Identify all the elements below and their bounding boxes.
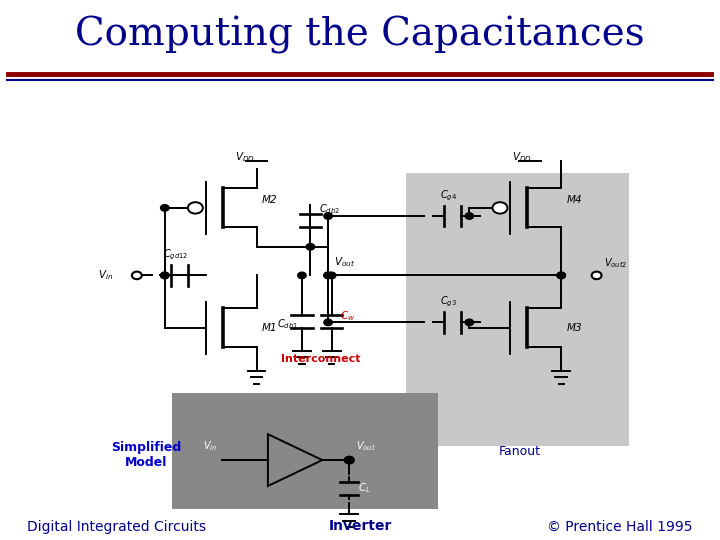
Circle shape bbox=[465, 319, 474, 326]
Text: $V_{out2}$: $V_{out2}$ bbox=[603, 256, 627, 271]
Text: M2: M2 bbox=[261, 195, 277, 205]
Bar bbox=[172, 393, 438, 509]
Text: Inverter: Inverter bbox=[328, 519, 392, 534]
Text: $C_{db2}$: $C_{db2}$ bbox=[319, 202, 340, 217]
Circle shape bbox=[557, 272, 565, 279]
Text: Simplified
Model: Simplified Model bbox=[111, 441, 181, 469]
Text: $V_{DD}$: $V_{DD}$ bbox=[235, 150, 256, 164]
Text: M3: M3 bbox=[566, 323, 582, 333]
Text: $C_L$: $C_L$ bbox=[359, 481, 372, 495]
Text: $V_{out}$: $V_{out}$ bbox=[334, 255, 355, 269]
Circle shape bbox=[306, 244, 315, 250]
Text: $V_{in}$: $V_{in}$ bbox=[202, 440, 217, 454]
Text: $C_{gd12}$: $C_{gd12}$ bbox=[163, 248, 189, 262]
Circle shape bbox=[297, 272, 306, 279]
Circle shape bbox=[324, 213, 333, 219]
Text: $C_{g3}$: $C_{g3}$ bbox=[440, 295, 457, 309]
Text: $C_w$: $C_w$ bbox=[340, 309, 356, 323]
Circle shape bbox=[492, 202, 508, 214]
Text: M1: M1 bbox=[261, 323, 277, 333]
Text: $V_{DD}$: $V_{DD}$ bbox=[513, 150, 532, 164]
Circle shape bbox=[557, 272, 565, 279]
Text: $C_{db1}$: $C_{db1}$ bbox=[277, 317, 298, 331]
Text: $V_{in}$: $V_{in}$ bbox=[98, 268, 113, 282]
Text: Computing the Capacitances: Computing the Capacitances bbox=[75, 16, 645, 54]
Circle shape bbox=[161, 205, 169, 211]
Circle shape bbox=[188, 202, 203, 214]
Circle shape bbox=[132, 272, 142, 279]
Circle shape bbox=[328, 272, 336, 279]
Text: © Prentice Hall 1995: © Prentice Hall 1995 bbox=[547, 519, 693, 534]
Circle shape bbox=[161, 272, 169, 279]
Text: Digital Integrated Circuits: Digital Integrated Circuits bbox=[27, 519, 206, 534]
Text: Fanout: Fanout bbox=[498, 446, 541, 458]
Circle shape bbox=[324, 272, 333, 279]
Text: $V_{out}$: $V_{out}$ bbox=[356, 440, 377, 454]
Circle shape bbox=[324, 319, 333, 326]
Circle shape bbox=[324, 272, 333, 279]
Text: Interconnect: Interconnect bbox=[282, 354, 361, 364]
Circle shape bbox=[344, 456, 354, 464]
Text: M4: M4 bbox=[566, 195, 582, 205]
Circle shape bbox=[592, 272, 601, 279]
Circle shape bbox=[465, 213, 474, 219]
Text: $C_{g4}$: $C_{g4}$ bbox=[440, 188, 457, 202]
Bar bbox=[406, 173, 629, 445]
Circle shape bbox=[161, 272, 169, 279]
